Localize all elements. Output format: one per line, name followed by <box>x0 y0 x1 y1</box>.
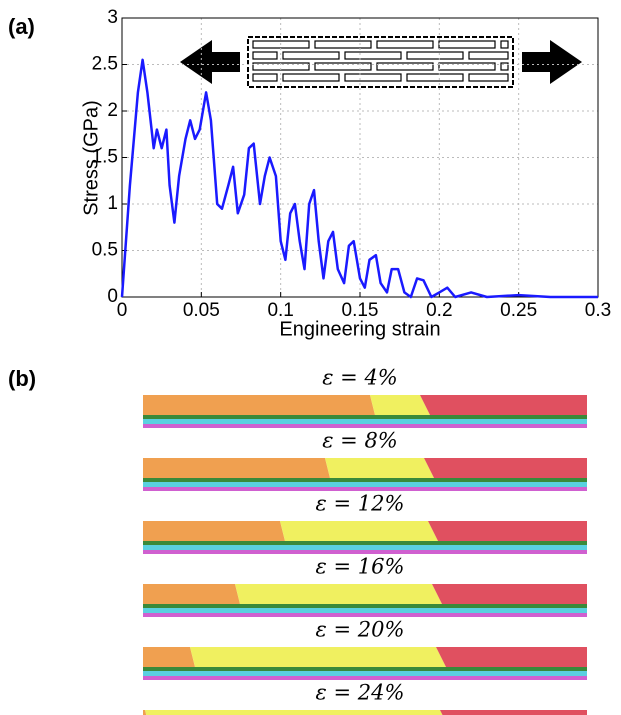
brick <box>438 40 496 49</box>
y-tick-label: 1 <box>107 193 118 214</box>
layer <box>143 676 587 680</box>
layer <box>143 424 587 428</box>
grain-orange <box>143 710 147 715</box>
x-tick-label: 0 <box>117 300 128 321</box>
layer <box>143 482 587 487</box>
grain-red <box>440 710 587 715</box>
grain-orange <box>143 647 195 667</box>
arrow-left <box>180 40 240 84</box>
y-axis-title: Stress (GPa) <box>80 100 102 216</box>
brick <box>438 62 496 71</box>
y-tick-label: 1.5 <box>92 147 118 168</box>
x-tick-label: 0.25 <box>500 300 537 321</box>
brick <box>406 73 464 82</box>
grain-orange <box>143 458 330 478</box>
strain-label: ε = 16% <box>316 555 405 579</box>
grain-red <box>432 584 587 604</box>
y-tick-label: 0 <box>107 286 118 307</box>
grain-yellow <box>145 710 443 715</box>
grain-orange <box>143 395 375 415</box>
strain-label: ε = 12% <box>316 492 405 516</box>
strain-label: ε = 24% <box>316 681 405 705</box>
layer <box>143 419 587 424</box>
brick <box>344 73 402 82</box>
layer <box>143 415 587 419</box>
grain-yellow <box>370 395 430 415</box>
brick <box>500 40 509 49</box>
grain-yellow <box>325 458 434 478</box>
layer <box>143 604 587 608</box>
grain-orange <box>143 521 285 541</box>
plot-frame <box>121 17 599 298</box>
grain-red <box>436 647 587 667</box>
grain-red <box>428 521 587 541</box>
x-tick-label: 0.3 <box>585 300 611 321</box>
stress-curve <box>120 58 598 299</box>
grain-red <box>420 395 587 415</box>
layer <box>143 487 587 491</box>
brick <box>252 73 278 82</box>
brick <box>314 62 372 71</box>
brick <box>500 62 509 71</box>
y-tick-label: 2.5 <box>92 54 118 75</box>
x-tick-label: 0.2 <box>426 300 452 321</box>
y-tick-label: 3 <box>107 7 118 28</box>
panel-label: (a) <box>8 14 35 39</box>
grain-yellow <box>190 647 446 667</box>
x-axis-title: Engineering strain <box>279 318 440 340</box>
strain-label: ε = 4% <box>322 366 398 390</box>
grain-yellow <box>235 584 442 604</box>
layer <box>143 478 587 482</box>
layer <box>143 545 587 550</box>
y-tick-label: 2 <box>107 100 118 121</box>
brick <box>376 40 434 49</box>
grain-red <box>424 458 587 478</box>
y-tick-label: 0.5 <box>92 240 118 261</box>
brick <box>376 62 434 71</box>
inset-schematic <box>180 36 582 88</box>
strain-label: ε = 8% <box>322 429 398 453</box>
brick <box>314 40 372 49</box>
layer <box>143 667 587 671</box>
grain-orange <box>143 584 240 604</box>
strain-label: ε = 20% <box>316 618 405 642</box>
layer <box>143 613 587 617</box>
x-tick-label: 0.05 <box>183 300 220 321</box>
layer <box>143 550 587 554</box>
brick <box>252 51 278 60</box>
panel-label: (b) <box>8 366 36 391</box>
brick <box>282 51 340 60</box>
brick <box>468 51 509 60</box>
layer <box>143 608 587 613</box>
layer <box>143 541 587 545</box>
layer <box>143 671 587 676</box>
brick <box>282 73 340 82</box>
brick <box>468 73 509 82</box>
brick <box>406 51 464 60</box>
grain-yellow <box>280 521 438 541</box>
x-tick-label: 0.1 <box>267 300 293 321</box>
brick <box>344 51 402 60</box>
arrow-right <box>522 40 582 84</box>
x-tick-label: 0.15 <box>342 300 379 321</box>
